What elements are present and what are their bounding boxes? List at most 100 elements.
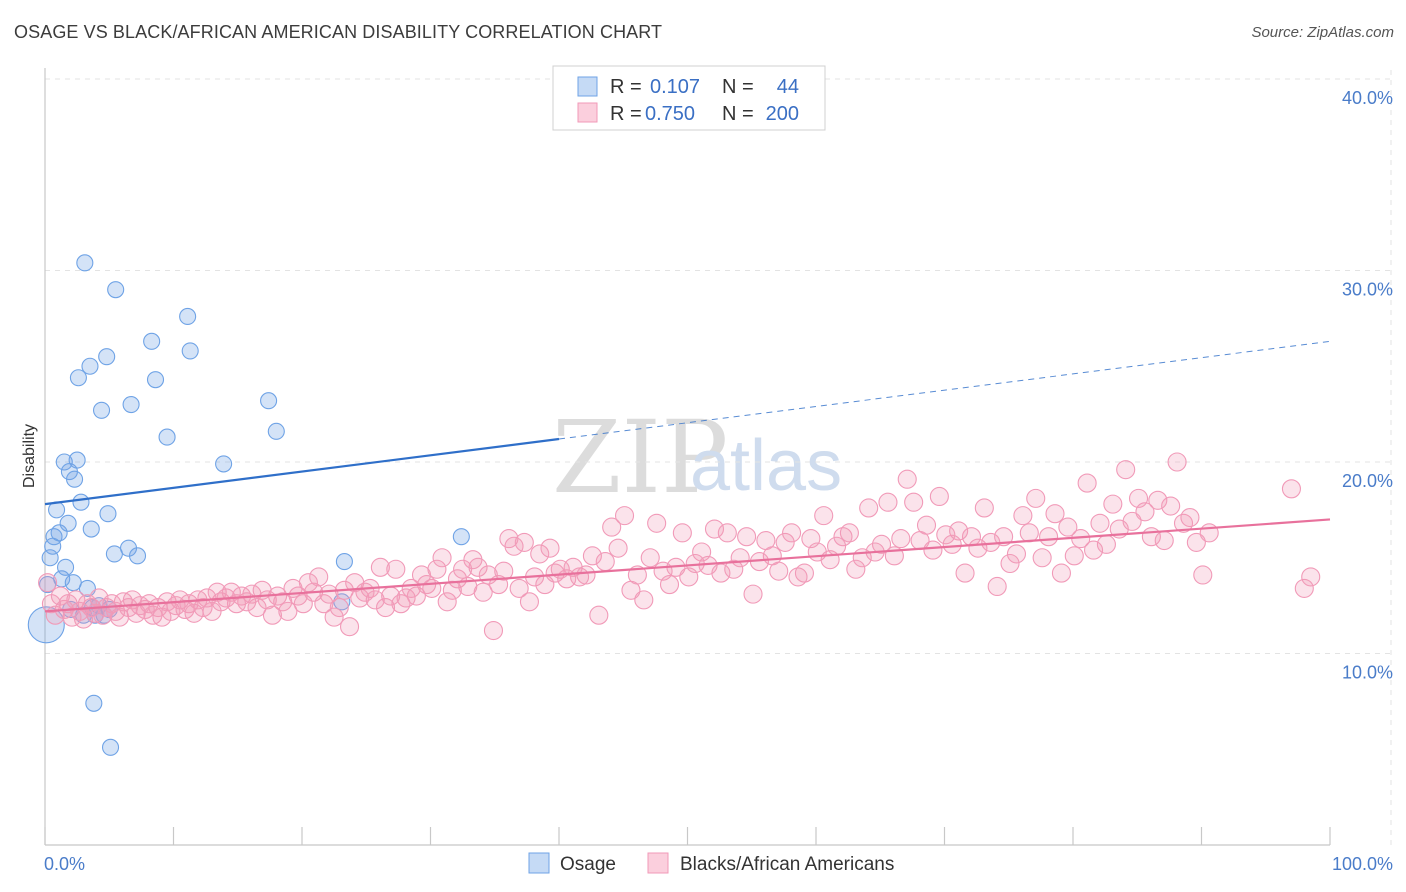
osage-point [76,254,94,272]
blacks-point [453,559,473,579]
blacks-point [1039,527,1059,547]
blacks-point [814,506,834,526]
blacks-point [74,609,94,629]
osage-point [215,455,233,473]
osage-point [122,395,140,414]
osage-point [267,422,285,440]
osage-point [68,451,86,469]
y-tick-label: 40.0% [1342,88,1393,108]
blacks-point [878,492,898,512]
blacks-point [994,527,1014,547]
blacks-point [1077,473,1097,493]
blacks-point [1116,460,1136,480]
osage-point [260,392,278,410]
osage-trend-extension [558,340,1331,440]
blacks-point [437,592,457,612]
blacks-point [1294,578,1314,598]
osage-point [27,606,65,644]
blacks-point [904,492,924,512]
source-attribution: Source: ZipAtlas.com [1251,24,1394,41]
tick-labels: 10.0% 20.0% 30.0% 40.0% 0.0% 100.0% [44,88,1393,874]
blacks-point [576,565,596,585]
bottom-legend-label-blacks: Blacks/African Americans [680,854,894,875]
osage-point [146,371,165,389]
blacks-point [1006,544,1027,564]
osage-point [179,307,197,326]
blacks-point [659,575,680,595]
blacks-point [152,607,172,627]
blacks-point [589,605,609,625]
osage-point [101,738,120,756]
bottom-legend-swatch-osage [528,852,550,874]
bottom-legend-label-osage: Osage [560,854,616,875]
blacks-point [1186,532,1206,552]
legend-r-label-1: R = [610,76,642,98]
blacks-point [1154,530,1174,551]
legend: R = 0.107 N = 44 R = 0.750 N = 200 [552,65,826,131]
blacks-point [509,578,529,598]
blacks-point [309,567,329,587]
blacks-point [1019,523,1039,543]
legend-n-label-2: N = [722,103,754,125]
blacks-point [483,620,504,641]
blacks-point [717,523,737,543]
bottom-legend-swatch-blacks [647,852,669,874]
blacks-point [871,534,892,554]
blacks-point [1180,507,1200,528]
blacks-point [1167,452,1187,472]
osage-point [85,694,103,712]
blacks-point [514,532,534,552]
blacks-point [1103,494,1123,514]
blacks-point [929,486,949,507]
blacks-point [634,590,654,610]
axes [44,68,1331,846]
blacks-point [782,523,802,543]
blacks-point [468,557,488,577]
blacks-point [724,559,744,579]
blacks-point [737,527,757,547]
legend-swatch-blacks [577,102,598,123]
blacks-point [672,523,692,543]
y-tick-label: 20.0% [1342,471,1393,491]
blacks-point [386,559,406,579]
blacks-point [1064,546,1084,566]
watermark-zip: ZIP [552,399,728,516]
blacks-point [794,563,814,583]
legend-box [552,65,826,131]
blacks-point [949,521,969,541]
blacks-point [916,515,937,535]
blacks-point [473,582,493,602]
blacks-point [1084,540,1104,560]
osage-point [99,505,117,523]
blacks-point [955,563,975,583]
blacks-point [936,525,956,545]
blacks-point [494,561,514,581]
blacks-point [775,532,795,552]
y-axis-label: Disability [21,424,38,488]
blacks-point [1301,567,1321,587]
legend-n-label-1: N = [722,76,754,98]
blacks-point [519,592,539,612]
blacks-point [1013,506,1033,526]
blacks-point [627,565,647,585]
blacks-point [839,523,859,543]
blacks-point [602,517,622,537]
blacks-point [1045,504,1065,524]
legend-r-value-1: 0.107 [650,76,700,98]
blacks-point [846,559,866,579]
blacks-point [1032,548,1052,568]
osage-point [128,547,147,565]
blacks-point [974,498,994,518]
blacks-point [1058,517,1078,537]
blacks-point [1161,496,1181,516]
bottom-legend: Osage Blacks/African Americans [528,852,894,875]
blacks-point [897,469,917,489]
blacks-point [1281,479,1301,499]
blacks-point [730,548,750,568]
blacks-point [1122,511,1142,531]
blacks-point [1000,553,1020,574]
blacks-point [422,578,442,598]
blacks-point [1090,513,1110,533]
osage-point [98,348,116,366]
blacks-point [923,540,943,560]
